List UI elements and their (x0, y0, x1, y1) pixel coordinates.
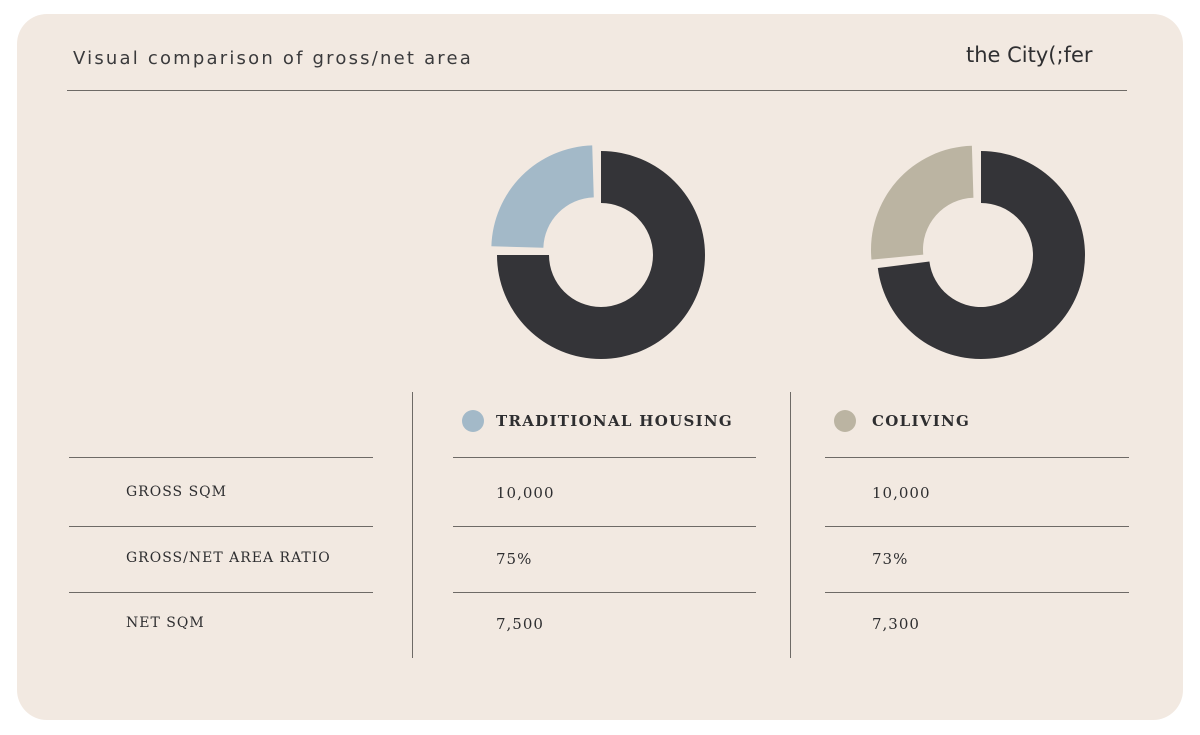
comparison-card (17, 14, 1183, 720)
traditional-housing-donut-chart (491, 145, 705, 359)
brand-logo: the City(;fer (966, 43, 1093, 67)
traditional-housing-legend-label: TRADITIONAL HOUSING (496, 412, 734, 430)
coliving-gross-sqm-value: 10,000 (872, 484, 931, 502)
donut-slice-dark (497, 151, 705, 359)
donut-slice-highlight (870, 145, 974, 260)
coliving-net-sqm-value: 7,300 (872, 615, 920, 633)
donut-slice-dark (877, 151, 1086, 359)
traditional-ratio-value: 75% (496, 550, 533, 568)
row-divider (69, 457, 373, 458)
traditional-gross-sqm-value: 10,000 (496, 484, 555, 502)
traditional-net-sqm-value: 7,500 (496, 615, 544, 633)
row-divider (453, 592, 756, 593)
row-divider (453, 457, 756, 458)
net-sqm-label: NET SQM (126, 615, 205, 631)
gross-sqm-label: GROSS SQM (126, 484, 227, 500)
coliving-legend-label: COLIVING (872, 412, 971, 430)
coliving-legend-dot (834, 410, 856, 432)
page-title: Visual comparison of gross/net area (73, 48, 474, 69)
column-divider-left (412, 392, 413, 658)
header-divider (67, 90, 1127, 91)
row-divider (825, 457, 1129, 458)
coliving-donut-chart (870, 145, 1086, 359)
gross-net-ratio-label: GROSS/NET AREA RATIO (126, 550, 331, 566)
coliving-ratio-value: 73% (872, 550, 909, 568)
traditional-housing-legend-dot (462, 410, 484, 432)
row-divider (825, 526, 1129, 527)
column-divider-right (790, 392, 791, 658)
row-divider (825, 592, 1129, 593)
row-divider (453, 526, 756, 527)
row-divider (69, 592, 373, 593)
row-divider (69, 526, 373, 527)
donut-slice-highlight (491, 145, 594, 248)
